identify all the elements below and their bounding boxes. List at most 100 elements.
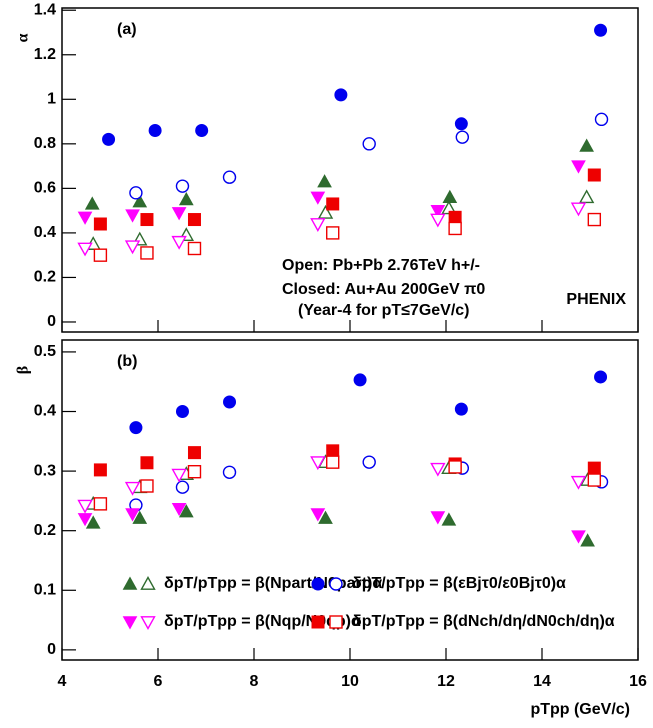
point-closed xyxy=(454,117,468,131)
legend-marker xyxy=(311,577,325,591)
point-open xyxy=(317,204,334,219)
point-closed xyxy=(132,510,148,524)
x-tick-label: 16 xyxy=(629,673,647,690)
point-open xyxy=(187,241,202,256)
point-open xyxy=(171,235,187,250)
x-axis-title: pTpp (GeV/c) xyxy=(530,701,630,718)
point-open xyxy=(430,462,446,477)
point-closed xyxy=(171,207,187,221)
point-open xyxy=(222,465,237,479)
legend-marker xyxy=(122,616,138,630)
point-open xyxy=(140,479,154,493)
point-open xyxy=(77,499,93,514)
legend-label: δpT/pTpp = β(Npart/N0part)α xyxy=(164,575,382,592)
point-closed xyxy=(317,174,332,188)
point-closed xyxy=(125,508,140,522)
point-open xyxy=(362,455,376,469)
x-tick-label: 12 xyxy=(437,673,455,690)
point-open xyxy=(570,202,587,217)
point-closed xyxy=(171,502,187,517)
y-tick-label: 1 xyxy=(47,91,56,108)
point-open xyxy=(448,221,462,236)
point-open xyxy=(326,455,340,469)
point-closed xyxy=(84,196,100,210)
point-open xyxy=(587,473,602,487)
point-closed xyxy=(430,511,446,525)
point-open xyxy=(326,226,340,240)
x-tick-label: 8 xyxy=(250,673,259,690)
legend-marker xyxy=(311,615,325,629)
y-tick-label: 0 xyxy=(47,313,56,330)
point-closed xyxy=(353,373,367,387)
point-closed xyxy=(125,209,140,223)
panel-label: (b) xyxy=(117,353,137,370)
point-closed xyxy=(318,510,333,524)
y-axis-title: β xyxy=(15,366,32,374)
point-open xyxy=(175,179,190,193)
point-closed xyxy=(594,370,608,384)
panel-frame xyxy=(61,339,639,661)
legend-marker xyxy=(329,615,343,629)
point-closed xyxy=(148,123,162,137)
point-closed xyxy=(594,23,608,37)
point-closed xyxy=(132,194,148,208)
x-tick-label: 6 xyxy=(154,673,163,690)
point-closed xyxy=(178,504,194,518)
y-tick-label: 0.6 xyxy=(34,180,56,197)
y-tick-label: 0.1 xyxy=(34,581,56,598)
x-tick-label: 14 xyxy=(533,673,551,690)
point-open xyxy=(222,170,237,184)
point-open xyxy=(77,242,93,257)
point-open xyxy=(578,189,595,204)
point-open xyxy=(310,456,326,471)
point-open xyxy=(175,480,190,494)
point-closed xyxy=(140,213,154,227)
point-closed xyxy=(195,123,209,137)
y-tick-label: 0.8 xyxy=(34,135,56,152)
point-closed xyxy=(326,197,340,211)
point-open xyxy=(124,240,141,255)
point-closed xyxy=(310,191,326,205)
point-closed xyxy=(187,446,201,460)
point-closed xyxy=(430,204,446,219)
point-closed xyxy=(571,530,586,544)
point-closed xyxy=(310,508,326,522)
point-closed xyxy=(442,189,458,203)
point-closed xyxy=(77,211,93,225)
watermark: PHENIX xyxy=(566,291,626,308)
point-closed xyxy=(571,160,586,174)
legend-marker xyxy=(122,576,138,590)
y-tick-label: 0.4 xyxy=(34,403,56,420)
point-open xyxy=(187,464,202,479)
point-open xyxy=(124,481,141,496)
point-open xyxy=(587,212,602,227)
x-tick-label: 10 xyxy=(341,673,359,690)
point-open xyxy=(430,213,446,228)
point-open xyxy=(448,460,462,474)
panel-label: (a) xyxy=(117,21,137,38)
point-open xyxy=(140,246,154,260)
point-closed xyxy=(129,421,143,435)
annotation: Closed: Au+Au 200GeV π0 xyxy=(282,281,485,298)
point-open xyxy=(93,248,108,262)
point-open xyxy=(171,468,187,483)
point-closed xyxy=(93,217,107,231)
point-open xyxy=(310,218,326,232)
legend-marker xyxy=(140,576,156,590)
point-open xyxy=(93,497,108,511)
annotation: (Year-4 for pT≤7GeV/c) xyxy=(298,302,470,319)
legend-label: δpT/pTpp = β(εBjτ0/ε0Bjτ0)α xyxy=(352,575,566,592)
y-tick-label: 0.4 xyxy=(34,224,56,241)
point-closed xyxy=(175,405,189,419)
point-closed xyxy=(102,132,116,146)
point-closed xyxy=(448,210,462,224)
y-tick-label: 0 xyxy=(47,641,56,658)
x-tick-label: 4 xyxy=(58,673,67,690)
y-tick-label: 0.2 xyxy=(34,269,56,286)
point-closed xyxy=(454,402,468,416)
point-closed xyxy=(326,444,340,458)
annotation: Open: Pb+Pb 2.76TeV h+/- xyxy=(282,257,480,274)
point-closed xyxy=(579,138,594,152)
y-tick-label: 1.2 xyxy=(34,46,56,63)
